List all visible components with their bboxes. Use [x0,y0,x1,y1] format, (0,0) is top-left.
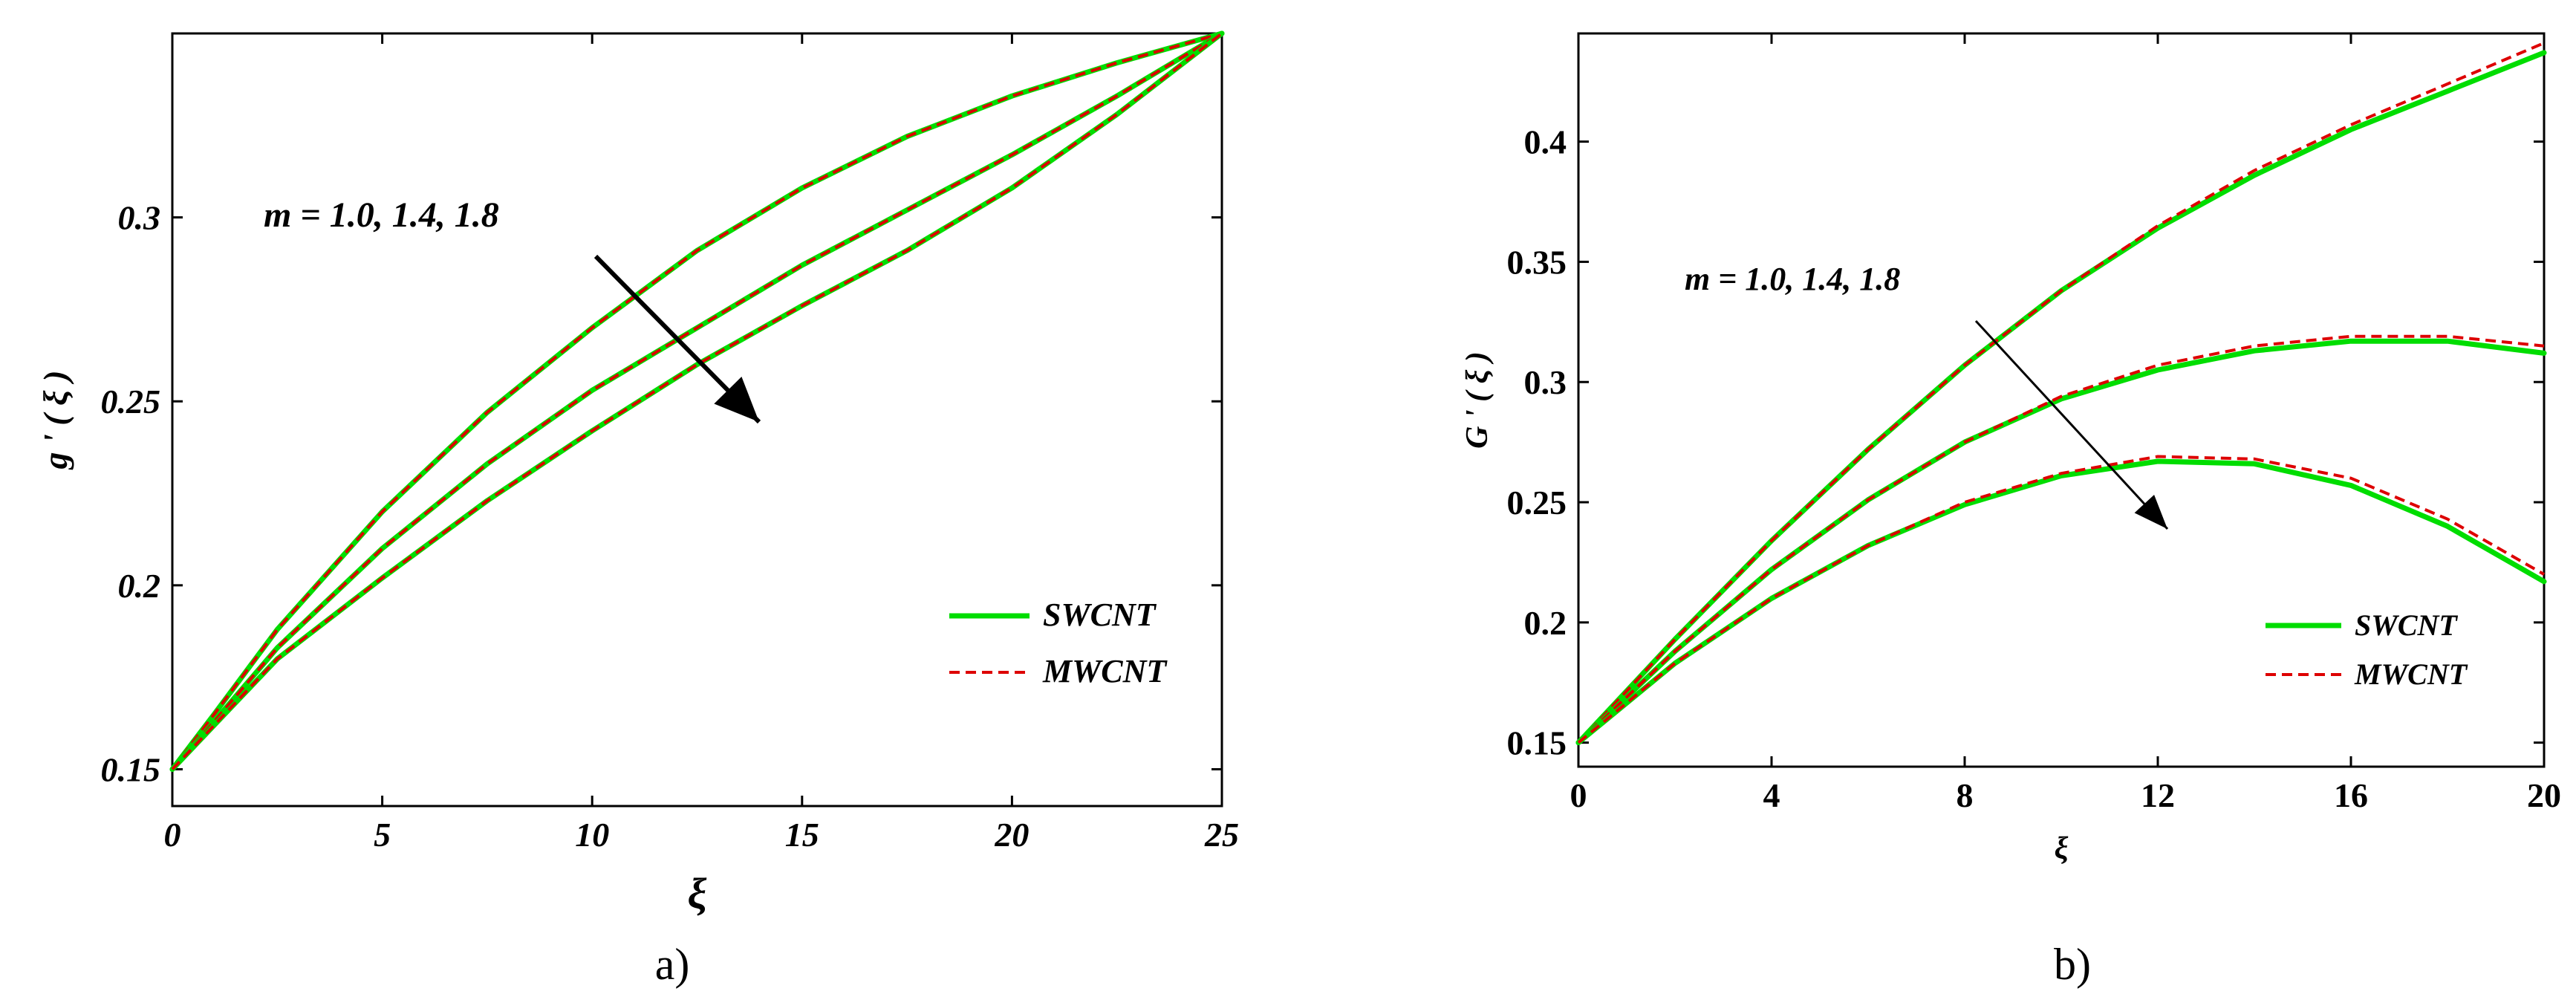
annotation-arrow-shaft [1974,319,2169,530]
series-mwcnt-m-2 [1577,455,2545,744]
x-tick-label: 12 [2141,776,2175,814]
legend-label-mwcnt: MWCNT [1042,653,1168,689]
annotation-text: m = 1.0, 1.4, 1.8 [1685,261,1900,297]
chart-b: 0 4 8 12 16 20 0.15 0.2 0.25 0.3 0.35 0.4 m = 1.0, 1… [1460,32,2561,989]
x-tick-label: 15 [785,816,819,854]
x-tick-label: 20 [2527,776,2561,814]
x-tick-label: 10 [575,816,609,854]
y-tick-label: 0.25 [101,383,161,420]
series-mwcnt-m-1 [1577,334,2545,744]
x-tick-label: 16 [2334,776,2368,814]
annotation-text: m = 1.0, 1.4, 1.8 [264,195,499,235]
legend-label-swcnt: SWCNT [2355,608,2458,642]
panel-caption: b) [2054,940,2091,989]
x-axis-label: ξ [687,869,706,917]
plot-frame [1577,32,2546,768]
series-mwcnt-m-0 [1577,42,2545,744]
series-mwcnt-m-0 [171,32,1223,770]
x-tick-label: 0 [164,816,181,854]
plot-frame [171,32,1223,808]
legend-label-mwcnt: MWCNT [2354,657,2468,691]
y-tick-label: 0.3 [118,199,161,237]
annotation-arrow-head [2134,494,2167,529]
x-tick-label: 8 [1957,776,1974,814]
legend-label-swcnt: SWCNT [1043,597,1157,633]
y-tick-label: 0.3 [1524,363,1567,401]
x-tick-label: 25 [1204,816,1239,854]
y-axis-label: g ' ( ξ ) [36,370,74,470]
x-tick-label: 5 [374,816,391,854]
x-tick-label: 20 [994,816,1029,854]
y-tick-label: 0.35 [1507,243,1567,281]
y-tick-label: 0.4 [1524,123,1567,161]
annotation-arrow-head [714,377,759,422]
x-axis-label: ξ [2055,831,2069,865]
series-mwcnt-m-2 [171,32,1223,770]
y-axis-label: G ' ( ξ ) [1460,351,1494,449]
x-tick-label: 4 [1763,776,1780,814]
y-tick-label: 0.25 [1507,484,1567,522]
chart-a: 0 5 10 15 20 25 0.15 0.2 0.25 0.3 m = 1.0, 1.4, 1.… [36,30,1239,989]
y-tick-label: 0.2 [1524,604,1567,642]
series-swcnt-m-2 [1575,458,2547,746]
panel-caption: a) [655,940,690,989]
y-tick-label: 0.2 [118,567,161,605]
y-tick-label: 0.15 [101,750,161,788]
x-tick-label: 0 [1570,776,1587,814]
y-tick-label: 0.15 [1507,724,1567,762]
series-mwcnt-m-1 [171,32,1223,770]
